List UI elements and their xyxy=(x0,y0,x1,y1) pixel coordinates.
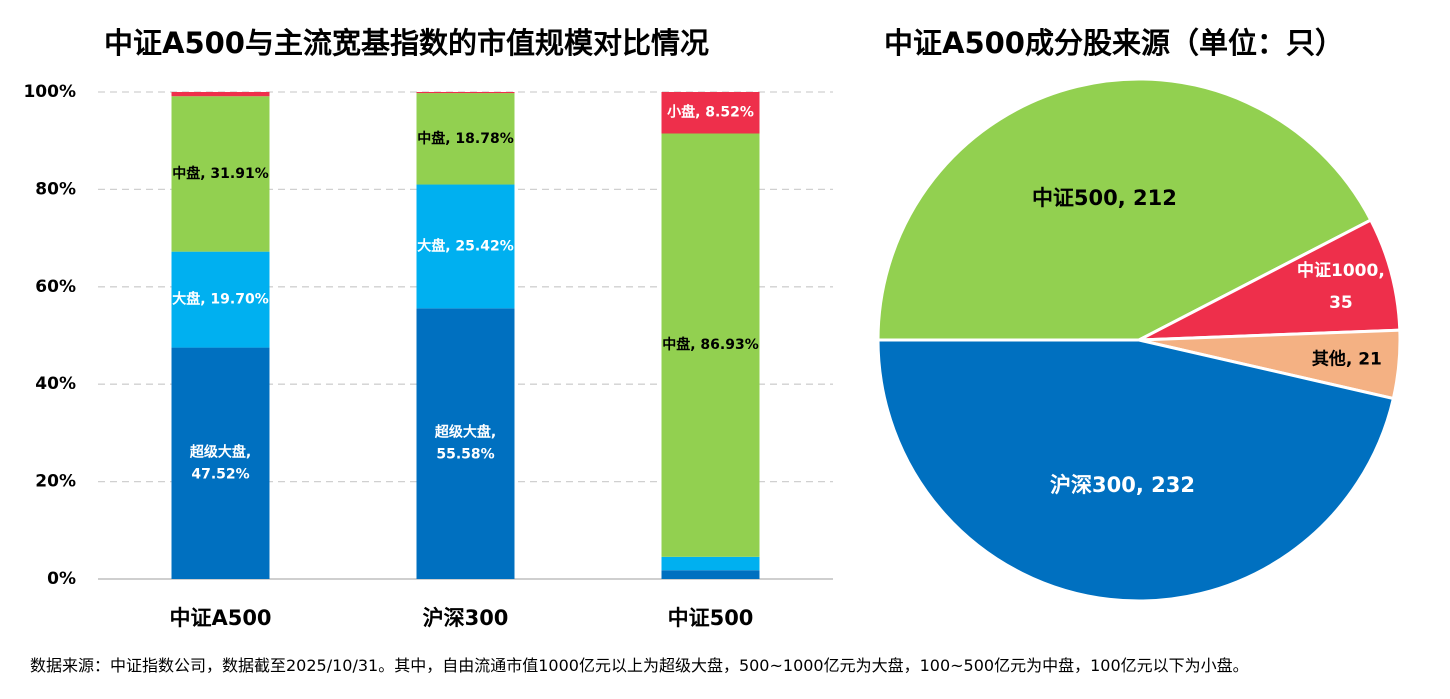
bar-segment xyxy=(171,347,270,579)
bar-data-label: 55.58% xyxy=(436,447,494,463)
bar-data-label: 中盘, 31.91% xyxy=(172,165,269,182)
y-tick-label: 60% xyxy=(35,277,76,297)
pie-slice xyxy=(1138,328,1402,401)
pie-slice-label: 35 xyxy=(1329,293,1353,313)
bar-data-label: 大盘, 25.42% xyxy=(417,237,514,254)
bar-segment xyxy=(416,308,515,579)
x-category-label: 中证A500 xyxy=(169,606,271,630)
bar-data-label: 超级大盘, xyxy=(189,443,251,460)
y-tick-label: 20% xyxy=(35,472,76,492)
bar-segment xyxy=(661,133,760,557)
bar-segment xyxy=(661,92,760,134)
pie-slice-label: 沪深300, 232 xyxy=(1050,473,1195,497)
y-tick-label: 80% xyxy=(35,179,76,199)
pie-slice-label: 中证1000, xyxy=(1297,260,1385,281)
pie-slice-label: 中证500, 212 xyxy=(1032,186,1177,210)
pie-slice xyxy=(1138,218,1402,342)
pie-slice xyxy=(876,77,1373,342)
y-tick-label: 100% xyxy=(23,82,76,102)
bar-segment xyxy=(661,556,760,571)
pie-chart-title: 中证A500成分股来源（单位：只） xyxy=(884,26,1344,60)
bar-data-label: 超级大盘, xyxy=(434,424,496,441)
bar-data-label: 中盘, 86.93% xyxy=(662,336,759,353)
pie-slice xyxy=(876,338,1396,603)
bar-segment xyxy=(416,92,515,94)
bar-segment xyxy=(661,570,760,579)
bar-data-label: 中盘, 18.78% xyxy=(417,130,514,147)
bar-data-label: 小盘, 8.52% xyxy=(667,104,754,121)
bar-chart-title: 中证A500与主流宽基指数的市值规模对比情况 xyxy=(104,26,709,60)
pie-slice-label: 其他, 21 xyxy=(1312,349,1382,370)
x-category-label: 中证500 xyxy=(668,606,754,630)
bar-data-label: 47.52% xyxy=(191,466,249,482)
bar-segment xyxy=(416,93,515,185)
stacked-bar-chart: 0% 20% 40% 60% 80% 100% 超级大盘, 47.52% 大盘, 19.70% 中… xyxy=(23,82,833,630)
bar-segment xyxy=(171,251,270,348)
y-tick-label: 0% xyxy=(47,569,76,589)
x-category-label: 沪深300 xyxy=(423,606,509,630)
bar-data-label: 大盘, 19.70% xyxy=(172,291,269,308)
bar-segment xyxy=(171,92,270,97)
source-note: 数据来源：中证指数公司，数据截至2025/10/31。其中，自由流通市值1000… xyxy=(30,656,1249,675)
bar-segment xyxy=(416,184,515,309)
bar-segment xyxy=(171,96,270,252)
y-tick-label: 40% xyxy=(35,374,76,394)
